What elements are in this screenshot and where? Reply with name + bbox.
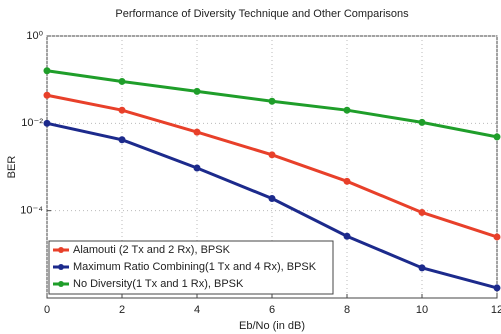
data-point — [43, 119, 51, 127]
x-axis-label: Eb/No (in dB) — [239, 320, 305, 332]
y-tick-label: 10⁻² — [21, 117, 43, 129]
legend-label: No Diversity(1 Tx and 1 Rx), BPSK — [73, 278, 244, 290]
data-point — [343, 106, 351, 114]
y-axis-label: BER — [6, 156, 18, 179]
data-point — [118, 106, 126, 114]
data-point — [418, 264, 426, 272]
chart-title: Performance of Diversity Technique and O… — [115, 8, 409, 20]
y-tick-label: 10⁰ — [26, 30, 43, 42]
x-tick-label: 4 — [194, 304, 200, 316]
data-point — [268, 97, 276, 105]
data-point — [268, 194, 276, 202]
data-point — [118, 136, 126, 144]
data-point — [43, 91, 51, 99]
data-point — [418, 118, 426, 126]
data-point — [493, 233, 501, 241]
legend-marker — [58, 247, 64, 253]
x-tick-label: 6 — [269, 304, 275, 316]
legend-marker — [58, 264, 64, 270]
data-point — [343, 177, 351, 185]
x-tick-label: 2 — [119, 304, 125, 316]
x-tick-label: 0 — [44, 304, 50, 316]
legend-label: Alamouti (2 Tx and 2 Rx), BPSK — [73, 244, 231, 256]
legend-marker — [58, 281, 64, 287]
data-point — [193, 128, 201, 136]
data-point — [43, 67, 51, 75]
y-tick-label: 10⁻⁴ — [20, 205, 43, 217]
data-point — [268, 151, 276, 159]
legend: Alamouti (2 Tx and 2 Rx), BPSK Maximum Ra… — [48, 240, 334, 295]
legend-box — [48, 240, 334, 295]
data-point — [418, 208, 426, 216]
legend-label: Maximum Ratio Combining(1 Tx and 4 Rx), … — [73, 261, 317, 273]
data-point — [493, 284, 501, 292]
data-point — [118, 77, 126, 85]
x-tick-label: 8 — [344, 304, 350, 316]
data-point — [193, 87, 201, 95]
data-point — [343, 232, 351, 240]
data-point — [493, 133, 501, 141]
data-point — [193, 164, 201, 172]
x-tick-label: 12 — [491, 304, 501, 316]
x-tick-label: 10 — [416, 304, 428, 316]
